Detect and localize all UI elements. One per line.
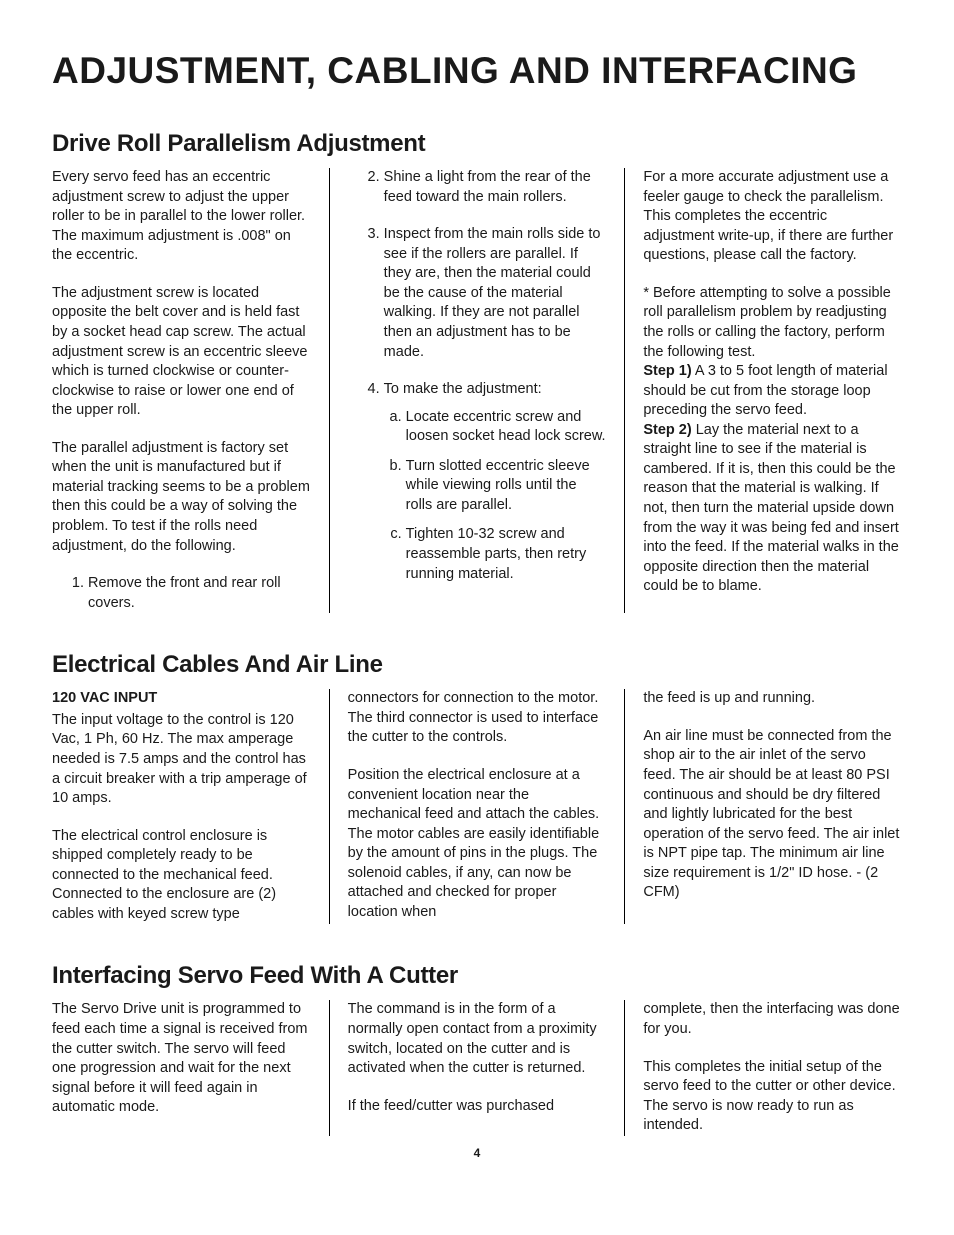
list-item: To make the adjustment: Locate eccentric…: [384, 380, 607, 584]
step-label: Step 1): [643, 363, 691, 379]
list-item-text: To make the adjustment:: [384, 381, 542, 397]
body-text: An air line must be connected from the s…: [643, 727, 902, 903]
section2-subheading: 120 VAC INPUT: [52, 689, 311, 709]
list-item: Shine a light from the rear of the feed …: [384, 168, 607, 207]
note-text: * Before attempting to solve a possible …: [643, 285, 890, 360]
section1-col3: For a more accurate adjustment use a fee…: [624, 168, 902, 613]
section3-col2: The command is in the form of a normally…: [329, 1000, 625, 1135]
list-item: Tighten 10-32 screw and reassemble parts…: [406, 525, 607, 584]
list-item: Remove the front and rear roll covers.: [88, 574, 311, 613]
body-text: For a more accurate adjustment use a fee…: [643, 168, 902, 266]
body-text: The parallel adjustment is factory set w…: [52, 439, 311, 556]
list-item: Inspect from the main rolls side to see …: [384, 225, 607, 362]
body-text: connectors for connection to the motor. …: [348, 689, 607, 748]
body-text: The electrical control enclosure is ship…: [52, 827, 311, 925]
page-title: ADJUSTMENT, CABLING AND INTERFACING: [52, 50, 902, 92]
section1-columns: Every servo feed has an eccentric adjust…: [52, 168, 902, 613]
body-text: The adjustment screw is located opposite…: [52, 284, 311, 421]
body-text: the feed is up and running.: [643, 689, 902, 709]
list-item: Locate eccentric screw and loosen socket…: [406, 408, 607, 447]
procedure-list: Remove the front and rear roll covers.: [52, 574, 311, 613]
body-text: This completes the initial setup of the …: [643, 1058, 902, 1136]
body-text: The command is in the form of a normally…: [348, 1000, 607, 1078]
section2-col2: connectors for connection to the motor. …: [329, 689, 625, 924]
section3-col1: The Servo Drive unit is programmed to fe…: [52, 1000, 329, 1135]
body-text: Every servo feed has an eccentric adjust…: [52, 168, 311, 266]
body-text: * Before attempting to solve a possible …: [643, 284, 902, 597]
step-label: Step 2): [643, 422, 691, 438]
section3-col3: complete, then the interfacing was done …: [624, 1000, 902, 1135]
section1-col1: Every servo feed has an eccentric adjust…: [52, 168, 329, 613]
step-text: Lay the material next to a straight line…: [643, 422, 899, 595]
section3-columns: The Servo Drive unit is programmed to fe…: [52, 1000, 902, 1135]
section2-columns: 120 VAC INPUT The input voltage to the c…: [52, 689, 902, 924]
section2-heading: Electrical Cables And Air Line: [52, 651, 902, 679]
section2-col3: the feed is up and running. An air line …: [624, 689, 902, 924]
procedure-list-cont: Shine a light from the rear of the feed …: [348, 168, 607, 584]
body-text: If the feed/cutter was purchased: [348, 1097, 607, 1117]
section3-heading: Interfacing Servo Feed With A Cutter: [52, 962, 902, 990]
sub-list: Locate eccentric screw and loosen socket…: [384, 408, 607, 585]
list-item: Turn slotted eccentric sleeve while view…: [406, 457, 607, 516]
section2-col1: 120 VAC INPUT The input voltage to the c…: [52, 689, 329, 924]
body-text: The Servo Drive unit is programmed to fe…: [52, 1000, 311, 1117]
section1-col2: Shine a light from the rear of the feed …: [329, 168, 625, 613]
section1-heading: Drive Roll Parallelism Adjustment: [52, 130, 902, 158]
body-text: complete, then the interfacing was done …: [643, 1000, 902, 1039]
body-text: Position the electrical enclosure at a c…: [348, 766, 607, 923]
body-text: The input voltage to the control is 120 …: [52, 711, 311, 809]
page-number: 4: [52, 1146, 902, 1160]
